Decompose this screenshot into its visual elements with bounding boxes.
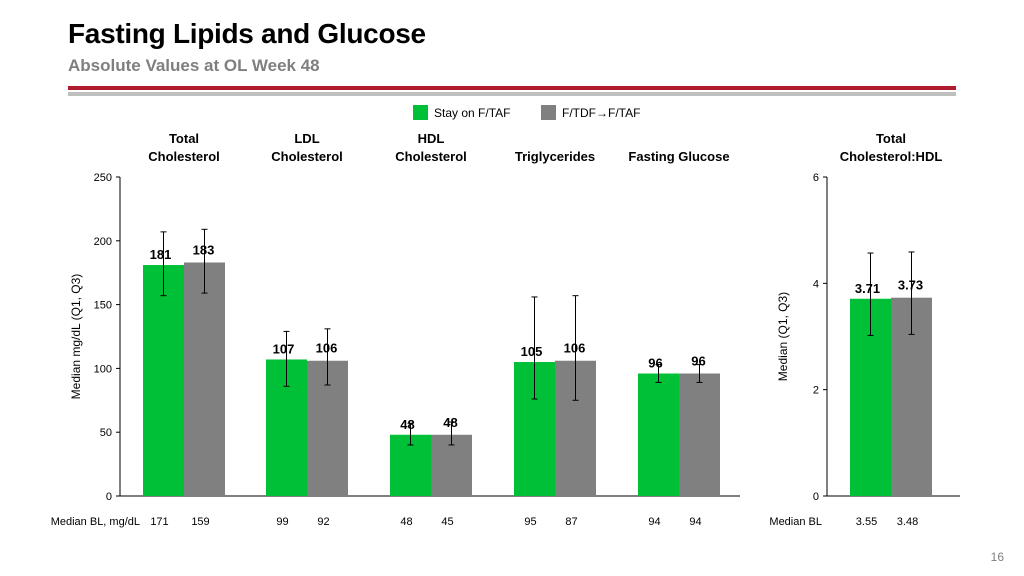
chart2-y-tick-label: 6	[813, 172, 819, 184]
chart1-baseline-value-switch: 159	[191, 516, 209, 528]
slide-title: Fasting Lipids and Glucose	[68, 18, 426, 49]
chart1-category-label: Cholesterol	[395, 149, 467, 164]
chart1-data-label-switch: 183	[193, 242, 215, 257]
legend-swatch-switch	[541, 105, 556, 120]
chart2-data-label-stay: 3.71	[855, 281, 880, 296]
chart1-category-label: Triglycerides	[515, 149, 595, 164]
chart1-y-tick-label: 100	[94, 363, 112, 375]
chart1-data-label-stay: 181	[150, 247, 172, 262]
chart2-baseline-label: Median BL	[769, 516, 822, 528]
header-rule-red	[68, 86, 956, 90]
chart1-baseline-value-switch: 45	[441, 516, 453, 528]
chart1-data-label-stay: 96	[648, 356, 662, 371]
chart1-y-tick-label: 150	[94, 300, 112, 312]
chart1-data-label-stay: 48	[400, 417, 414, 432]
chart1-bar-switch	[184, 262, 225, 496]
chart1-bar-stay	[638, 373, 679, 496]
chart1-category-label: Total	[169, 131, 199, 146]
chart1-baseline-value-switch: 87	[565, 516, 577, 528]
page-number: 16	[990, 550, 1004, 564]
chart1-bar-switch	[679, 373, 720, 496]
chart1-data-label-stay: 107	[273, 341, 295, 356]
chart1-y-tick-label: 0	[106, 491, 112, 503]
chart1-data-label-switch: 48	[443, 415, 457, 430]
slide-subtitle: Absolute Values at OL Week 48	[68, 56, 320, 75]
chart1-data-label-switch: 106	[316, 341, 338, 356]
chart2-category-label: Cholesterol:HDL	[840, 149, 943, 164]
chart1-bar-stay	[143, 265, 184, 496]
chart1-baseline-value-switch: 94	[689, 516, 701, 528]
chart1-baseline-value-stay: 48	[400, 516, 412, 528]
chart2-category-label: Total	[876, 131, 906, 146]
legend-swatch-stay	[413, 105, 428, 120]
legend-item-switch: F/TDF→F/TAF	[541, 105, 640, 120]
chart1-baseline-value-stay: 94	[648, 516, 660, 528]
chart1-data-label-stay: 105	[521, 344, 543, 359]
chart1-baseline-label: Median BL, mg/dL	[51, 516, 140, 528]
chart2-y-tick-label: 0	[813, 491, 819, 503]
chart1-baseline-value-stay: 171	[150, 516, 168, 528]
chart2-baseline-value-switch: 3.48	[897, 516, 918, 528]
chart1-data-label-switch: 106	[564, 341, 586, 356]
legend-label-switch: F/TDF→F/TAF	[562, 105, 641, 120]
chart2-y-tick-label: 4	[813, 278, 819, 290]
legend-item-stay: Stay on F/TAF	[413, 105, 510, 120]
chart1-category-label: HDL	[418, 131, 445, 146]
chart1-baseline-value-stay: 99	[276, 516, 288, 528]
chart1-data-label-switch: 96	[691, 354, 705, 369]
legend-label-stay: Stay on F/TAF	[434, 105, 511, 120]
chart2-baseline-value-stay: 3.55	[856, 516, 877, 528]
header-rule-gray	[68, 92, 956, 96]
chart1-category-label: Cholesterol	[271, 149, 343, 164]
chart1-y-axis-label: Median mg/dL (Q1, Q3)	[69, 274, 83, 400]
chart1-category-label: Cholesterol	[148, 149, 220, 164]
chart1-y-tick-label: 200	[94, 236, 112, 248]
chart2-y-axis-label: Median (Q1, Q3)	[776, 292, 790, 381]
chart1-baseline-value-stay: 95	[524, 516, 536, 528]
chart2-y-tick-label: 2	[813, 385, 819, 397]
legend: Stay on F/TAF F/TDF→F/TAF	[0, 105, 1024, 125]
chart1-y-tick-label: 250	[94, 172, 112, 184]
chart1-y-tick-label: 50	[100, 427, 112, 439]
chart1-category-label: Fasting Glucose	[628, 149, 729, 164]
chart1-baseline-value-switch: 92	[317, 516, 329, 528]
chart1-category-label: LDL	[294, 131, 319, 146]
chart2-data-label-switch: 3.73	[898, 278, 923, 293]
